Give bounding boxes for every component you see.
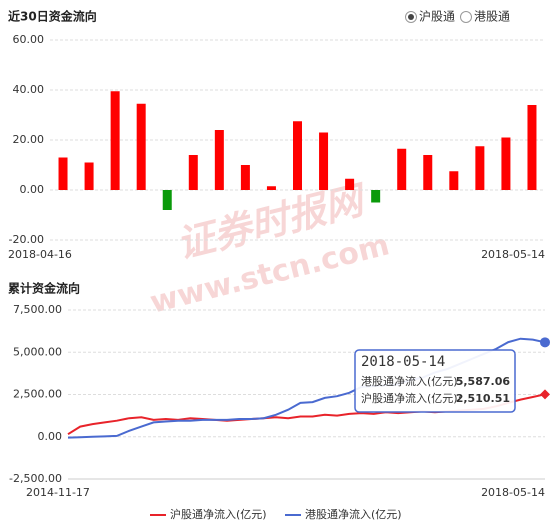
bar — [527, 105, 537, 190]
x-tick-label: 2018-04-16 — [8, 248, 72, 261]
radio-option[interactable]: 港股通 — [460, 10, 511, 24]
y-tick-label: 7,500.00 — [13, 303, 62, 316]
bar — [397, 148, 407, 190]
bar — [162, 190, 172, 210]
tooltip-value: 5,587.06 — [456, 375, 511, 388]
tooltip-title: 2018-05-14 — [361, 354, 445, 370]
radio-dot — [408, 14, 414, 20]
tooltip-name: 沪股通净流入(亿元): — [361, 391, 461, 405]
bar — [371, 190, 381, 203]
bar — [110, 91, 120, 190]
bar — [266, 186, 276, 190]
y-tick-label: 5,000.00 — [13, 345, 62, 358]
y-tick-label: 0.00 — [38, 430, 63, 443]
bar — [84, 162, 94, 190]
bar — [423, 155, 433, 190]
bar — [136, 103, 146, 190]
y-tick-label: 0.00 — [20, 183, 45, 196]
chart-title: 近30日资金流向 — [8, 9, 97, 24]
y-tick-label: 60.00 — [13, 33, 45, 46]
bar — [345, 178, 355, 190]
bar — [319, 132, 329, 190]
radio-option[interactable]: 沪股通 — [405, 10, 456, 24]
tooltip-box — [354, 349, 516, 413]
legend-label[interactable]: 港股通净流入(亿元) — [305, 507, 402, 521]
end-marker — [540, 337, 550, 348]
legend-label[interactable]: 沪股通净流入(亿元) — [170, 507, 267, 521]
bar — [240, 165, 250, 190]
bar — [293, 121, 302, 190]
bar — [58, 157, 68, 190]
y-tick-label: 40.00 — [13, 83, 45, 96]
radio-label: 港股通 — [474, 10, 510, 24]
radio-label: 沪股通 — [419, 10, 455, 24]
bar — [214, 130, 224, 190]
chart-title: 累计资金流向 — [8, 281, 80, 296]
tooltip-name: 港股通净流入(亿元): — [361, 374, 461, 388]
bar — [188, 155, 198, 190]
bar — [501, 137, 511, 190]
tooltip: 2018-05-14 港股通净流入(亿元):5,587.06 沪股通净流入(亿元):… — [354, 349, 516, 413]
y-tick-label: -20.00 — [9, 233, 44, 246]
y-tick-label: 20.00 — [13, 133, 45, 146]
bar — [475, 146, 485, 190]
y-tick-label: -2,500.00 — [9, 472, 62, 485]
x-tick-label: 2018-05-14 — [481, 248, 545, 261]
y-tick-label: 2,500.00 — [13, 388, 62, 401]
x-tick-label: 2014-11-17 — [26, 486, 90, 499]
tooltip-value: 2,510.51 — [456, 392, 510, 405]
bar — [449, 171, 459, 190]
x-tick-label: 2018-05-14 — [481, 486, 545, 499]
radio-button[interactable] — [460, 11, 472, 23]
end-marker — [540, 389, 550, 400]
